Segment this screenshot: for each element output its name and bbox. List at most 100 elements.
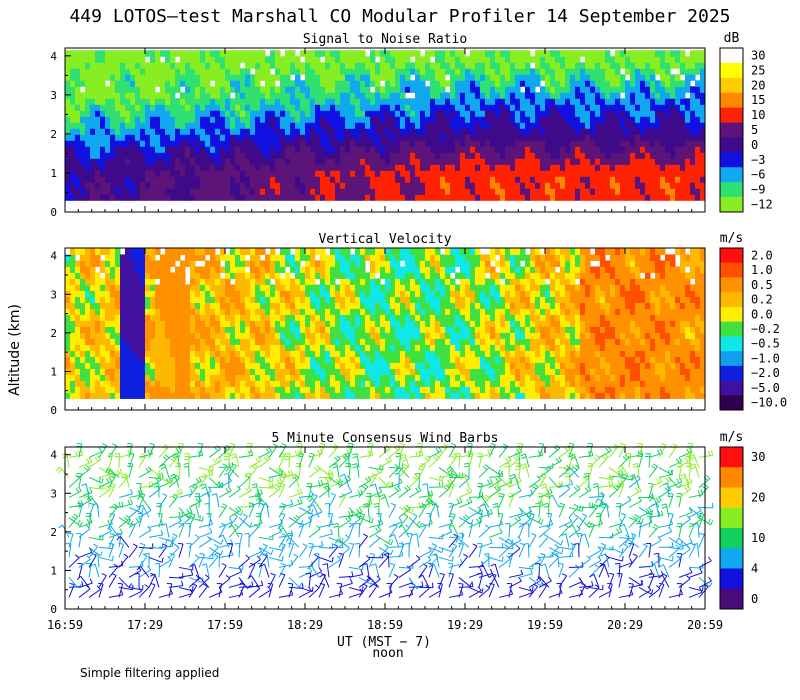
- vv-cell: [235, 272, 241, 279]
- snr-cell: [100, 152, 106, 159]
- vv-cell: [210, 296, 216, 303]
- snr-cell: [155, 50, 161, 57]
- snr-cell: [430, 104, 436, 111]
- snr-cell: [365, 98, 371, 105]
- snr-cell: [75, 164, 81, 171]
- snr-cell: [385, 188, 391, 195]
- snr-cell: [175, 158, 181, 165]
- vv-cell: [395, 278, 401, 285]
- snr-cell: [250, 122, 256, 129]
- snr-cell: [300, 50, 306, 57]
- snr-cell: [215, 116, 221, 123]
- vv-cell: [130, 278, 136, 285]
- snr-cell: [110, 104, 116, 111]
- snr-cell: [550, 140, 556, 147]
- vv-cell: [300, 284, 306, 291]
- snr-cell: [220, 62, 226, 69]
- snr-cell: [460, 50, 466, 57]
- vv-cell: [155, 392, 161, 399]
- vv-cell: [105, 386, 111, 393]
- snr-cell: [510, 74, 516, 81]
- snr-cell: [680, 128, 686, 135]
- snr-cell: [170, 80, 176, 87]
- snr-cell: [145, 50, 151, 57]
- vv-cell: [415, 254, 421, 261]
- vv-cell: [385, 380, 391, 387]
- vv-cell: [115, 326, 121, 333]
- vv-cell: [110, 344, 116, 351]
- snr-cell: [215, 86, 221, 93]
- vv-cell: [265, 314, 271, 321]
- snr-cell: [540, 122, 546, 129]
- vv-cell: [205, 338, 211, 345]
- snr-cell: [675, 182, 681, 189]
- snr-cell: [595, 92, 601, 99]
- snr-cell: [675, 140, 681, 147]
- snr-cell: [435, 116, 441, 123]
- vv-cell: [390, 320, 396, 327]
- vv-cell: [265, 356, 271, 363]
- vv-cell: [130, 356, 136, 363]
- snr-cell: [450, 188, 456, 195]
- snr-cell: [530, 182, 536, 189]
- vv-cell: [90, 296, 96, 303]
- vv-cell: [90, 284, 96, 291]
- vv-cell: [230, 338, 236, 345]
- snr-cell: [285, 140, 291, 147]
- snr-cell: [255, 152, 261, 159]
- vv-cell: [250, 248, 256, 255]
- snr-cell: [570, 116, 576, 123]
- snr-cell: [335, 134, 341, 141]
- vv-cell: [325, 266, 331, 273]
- snr-cell: [555, 80, 561, 87]
- snr-cell: [395, 170, 401, 177]
- snr-cell: [490, 176, 496, 183]
- snr-cell: [140, 128, 146, 135]
- vv-cell: [375, 356, 381, 363]
- vv-cell: [350, 326, 356, 333]
- snr-cell: [80, 98, 86, 105]
- snr-cell: [270, 140, 276, 147]
- snr-cell: [150, 146, 156, 153]
- vv-cell: [320, 320, 326, 327]
- snr-cell: [200, 104, 206, 111]
- snr-cell: [255, 158, 261, 165]
- vv-cell: [355, 254, 361, 261]
- snr-cell: [235, 188, 241, 195]
- snr-cell: [105, 170, 111, 177]
- vv-cell: [300, 368, 306, 375]
- vv-cell: [330, 368, 336, 375]
- snr-cell: [105, 122, 111, 129]
- snr-cell: [100, 122, 106, 129]
- snr-cell: [665, 80, 671, 87]
- snr-cell: [175, 116, 181, 123]
- snr-cell: [380, 98, 386, 105]
- snr-cell: [160, 158, 166, 165]
- snr-cell: [175, 194, 181, 201]
- snr-cell: [145, 140, 151, 147]
- snr-cell: [495, 74, 501, 81]
- snr-cell: [115, 158, 121, 165]
- vv-cell: [90, 260, 96, 267]
- snr-cell: [300, 194, 306, 201]
- snr-cell: [350, 122, 356, 129]
- snr-cell: [480, 182, 486, 189]
- snr-cell: [235, 158, 241, 165]
- snr-cell: [370, 146, 376, 153]
- snr-cell: [600, 146, 606, 153]
- snr-cell: [340, 158, 346, 165]
- snr-cell: [610, 134, 616, 141]
- vv-cell: [370, 350, 376, 357]
- snr-cell: [275, 134, 281, 141]
- snr-cell: [545, 110, 551, 117]
- snr-cell: [265, 140, 271, 147]
- vv-cell: [175, 350, 181, 357]
- snr-cell: [235, 170, 241, 177]
- vv-cell: [80, 284, 86, 291]
- vv-cell: [160, 326, 166, 333]
- vv-cell: [130, 296, 136, 303]
- vv-cell: [290, 392, 296, 399]
- vv-cell: [240, 290, 246, 297]
- snr-cell: [485, 122, 491, 129]
- vv-cell: [135, 380, 141, 387]
